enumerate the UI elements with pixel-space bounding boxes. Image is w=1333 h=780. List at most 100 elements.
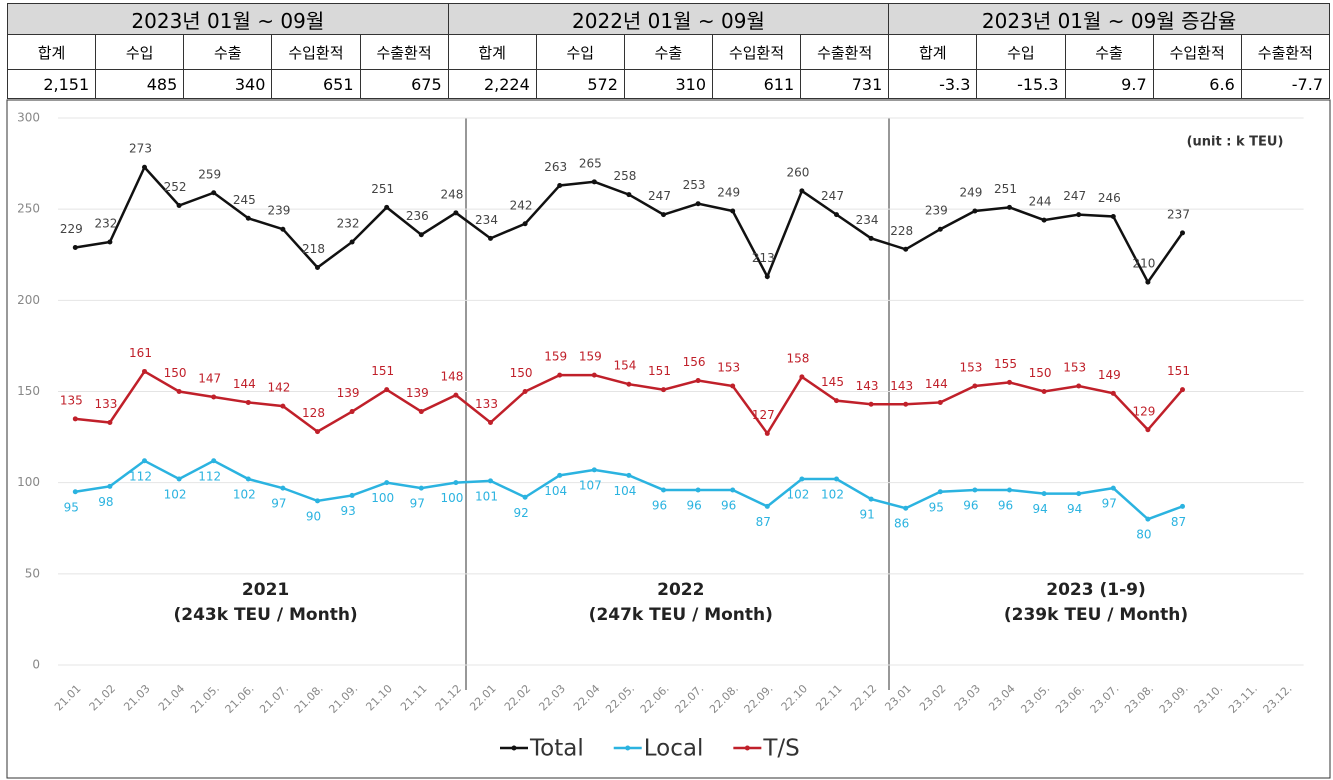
series-point (72, 244, 78, 250)
column-header: 수출환적 (800, 34, 890, 70)
column-header: 수출 (1064, 34, 1154, 70)
series-point (1041, 491, 1047, 497)
data-label: 94 (1067, 502, 1082, 516)
table-cell: 2,151 (6, 69, 97, 99)
series-point (1041, 217, 1047, 223)
data-label: 143 (856, 379, 879, 393)
x-tick-label: 21.04 (156, 682, 187, 713)
table-cell: 675 (359, 69, 449, 99)
data-label: 139 (337, 386, 360, 400)
x-tick-label: 23.03 (952, 682, 983, 713)
data-label: 260 (786, 165, 809, 179)
column-header: 수출 (623, 34, 714, 70)
data-label: 151 (371, 364, 394, 378)
data-label: 247 (1063, 189, 1086, 203)
x-tick-label: 22.09. (742, 682, 776, 716)
data-label: 93 (340, 504, 355, 518)
y-tick-label: 0 (32, 658, 40, 672)
table-row: 2023년 01월 ~ 09월 2022년 01월 ~ 09월 2023년 01월 … (7, 3, 1330, 35)
series-point (142, 368, 147, 374)
series-point (903, 401, 909, 407)
data-label: 154 (613, 359, 636, 373)
series-point (349, 239, 355, 245)
column-header: 합계 (447, 34, 537, 70)
x-tick-label: 21.06. (223, 682, 257, 716)
data-label: 104 (544, 484, 567, 498)
data-label: 96 (686, 498, 701, 512)
series-point (903, 505, 909, 511)
column-header: 수입환적 (271, 34, 361, 70)
series-point (557, 472, 563, 478)
x-tick-label: 23.05. (1018, 682, 1052, 716)
series-point (557, 372, 563, 378)
series-point (349, 409, 355, 415)
column-header: 수입환적 (711, 34, 802, 70)
x-tick-label: 21.02 (87, 682, 118, 713)
data-label: 239 (925, 204, 948, 218)
data-label: 102 (164, 488, 187, 502)
data-label: 159 (579, 350, 602, 364)
data-label: 232 (337, 216, 360, 230)
x-tick-label: 21.10 (363, 682, 394, 713)
series-point (557, 182, 563, 188)
series-point (695, 487, 701, 493)
legend-swatch-point (625, 745, 631, 751)
data-label: 91 (859, 508, 874, 522)
data-label: 95 (64, 500, 79, 514)
column-header: 합계 (888, 34, 978, 70)
x-tick-label: 23.12. (1261, 682, 1295, 716)
y-tick-label: 300 (17, 111, 40, 125)
series-point (211, 458, 217, 464)
series-point (661, 387, 666, 393)
x-tick-label: 22.12 (848, 682, 879, 713)
series-point (799, 374, 805, 380)
data-label: 156 (683, 355, 706, 369)
series-point (834, 212, 839, 218)
series-point (176, 476, 182, 482)
data-label: 92 (513, 506, 528, 520)
data-label: 150 (510, 366, 533, 380)
series-point (488, 478, 493, 484)
data-label: 249 (717, 185, 740, 199)
data-label: 97 (410, 497, 425, 511)
x-tick-label: 22.03 (536, 682, 567, 713)
series-point (315, 429, 320, 435)
series-point (972, 487, 978, 493)
legend-label: T/S (762, 736, 799, 762)
data-label: 90 (306, 509, 321, 523)
data-label: 210 (1132, 257, 1155, 271)
period-year: 2023 (1-9) (1046, 580, 1146, 600)
column-header: 수출환적 (1240, 34, 1331, 70)
table-cell: 310 (623, 69, 714, 99)
series-point (245, 215, 251, 221)
y-tick-label: 200 (17, 293, 40, 307)
column-header: 수출 (183, 34, 273, 70)
data-label: 242 (510, 198, 533, 212)
table-cell: -7.7 (1240, 69, 1331, 99)
data-label: 101 (475, 489, 498, 503)
data-label: 158 (786, 351, 809, 365)
data-label: 153 (959, 361, 982, 375)
series-point (1041, 389, 1047, 394)
data-label: 112 (129, 469, 152, 483)
data-label: 150 (1029, 366, 1052, 380)
column-header: 수입 (535, 34, 625, 70)
period-year: 2021 (242, 580, 289, 600)
x-tick-label: 23.08. (1122, 682, 1156, 716)
series-point (764, 430, 770, 436)
series-point (384, 387, 390, 393)
series-point (661, 212, 666, 218)
data-label: 239 (267, 204, 290, 218)
unit-label: (unit : k TEU) (1187, 135, 1284, 150)
data-label: 144 (925, 377, 948, 391)
series-point (142, 458, 147, 464)
x-tick-label: 23.06. (1053, 682, 1087, 716)
data-label: 127 (752, 408, 775, 422)
series-point (522, 389, 528, 394)
series-point (453, 392, 459, 398)
series-point (522, 221, 528, 227)
group-header: 2022년 01월 ~ 09월 (447, 3, 890, 35)
table-cell: 9.7 (1064, 69, 1154, 99)
group-header: 2023년 01월 ~ 09월 (7, 3, 449, 35)
